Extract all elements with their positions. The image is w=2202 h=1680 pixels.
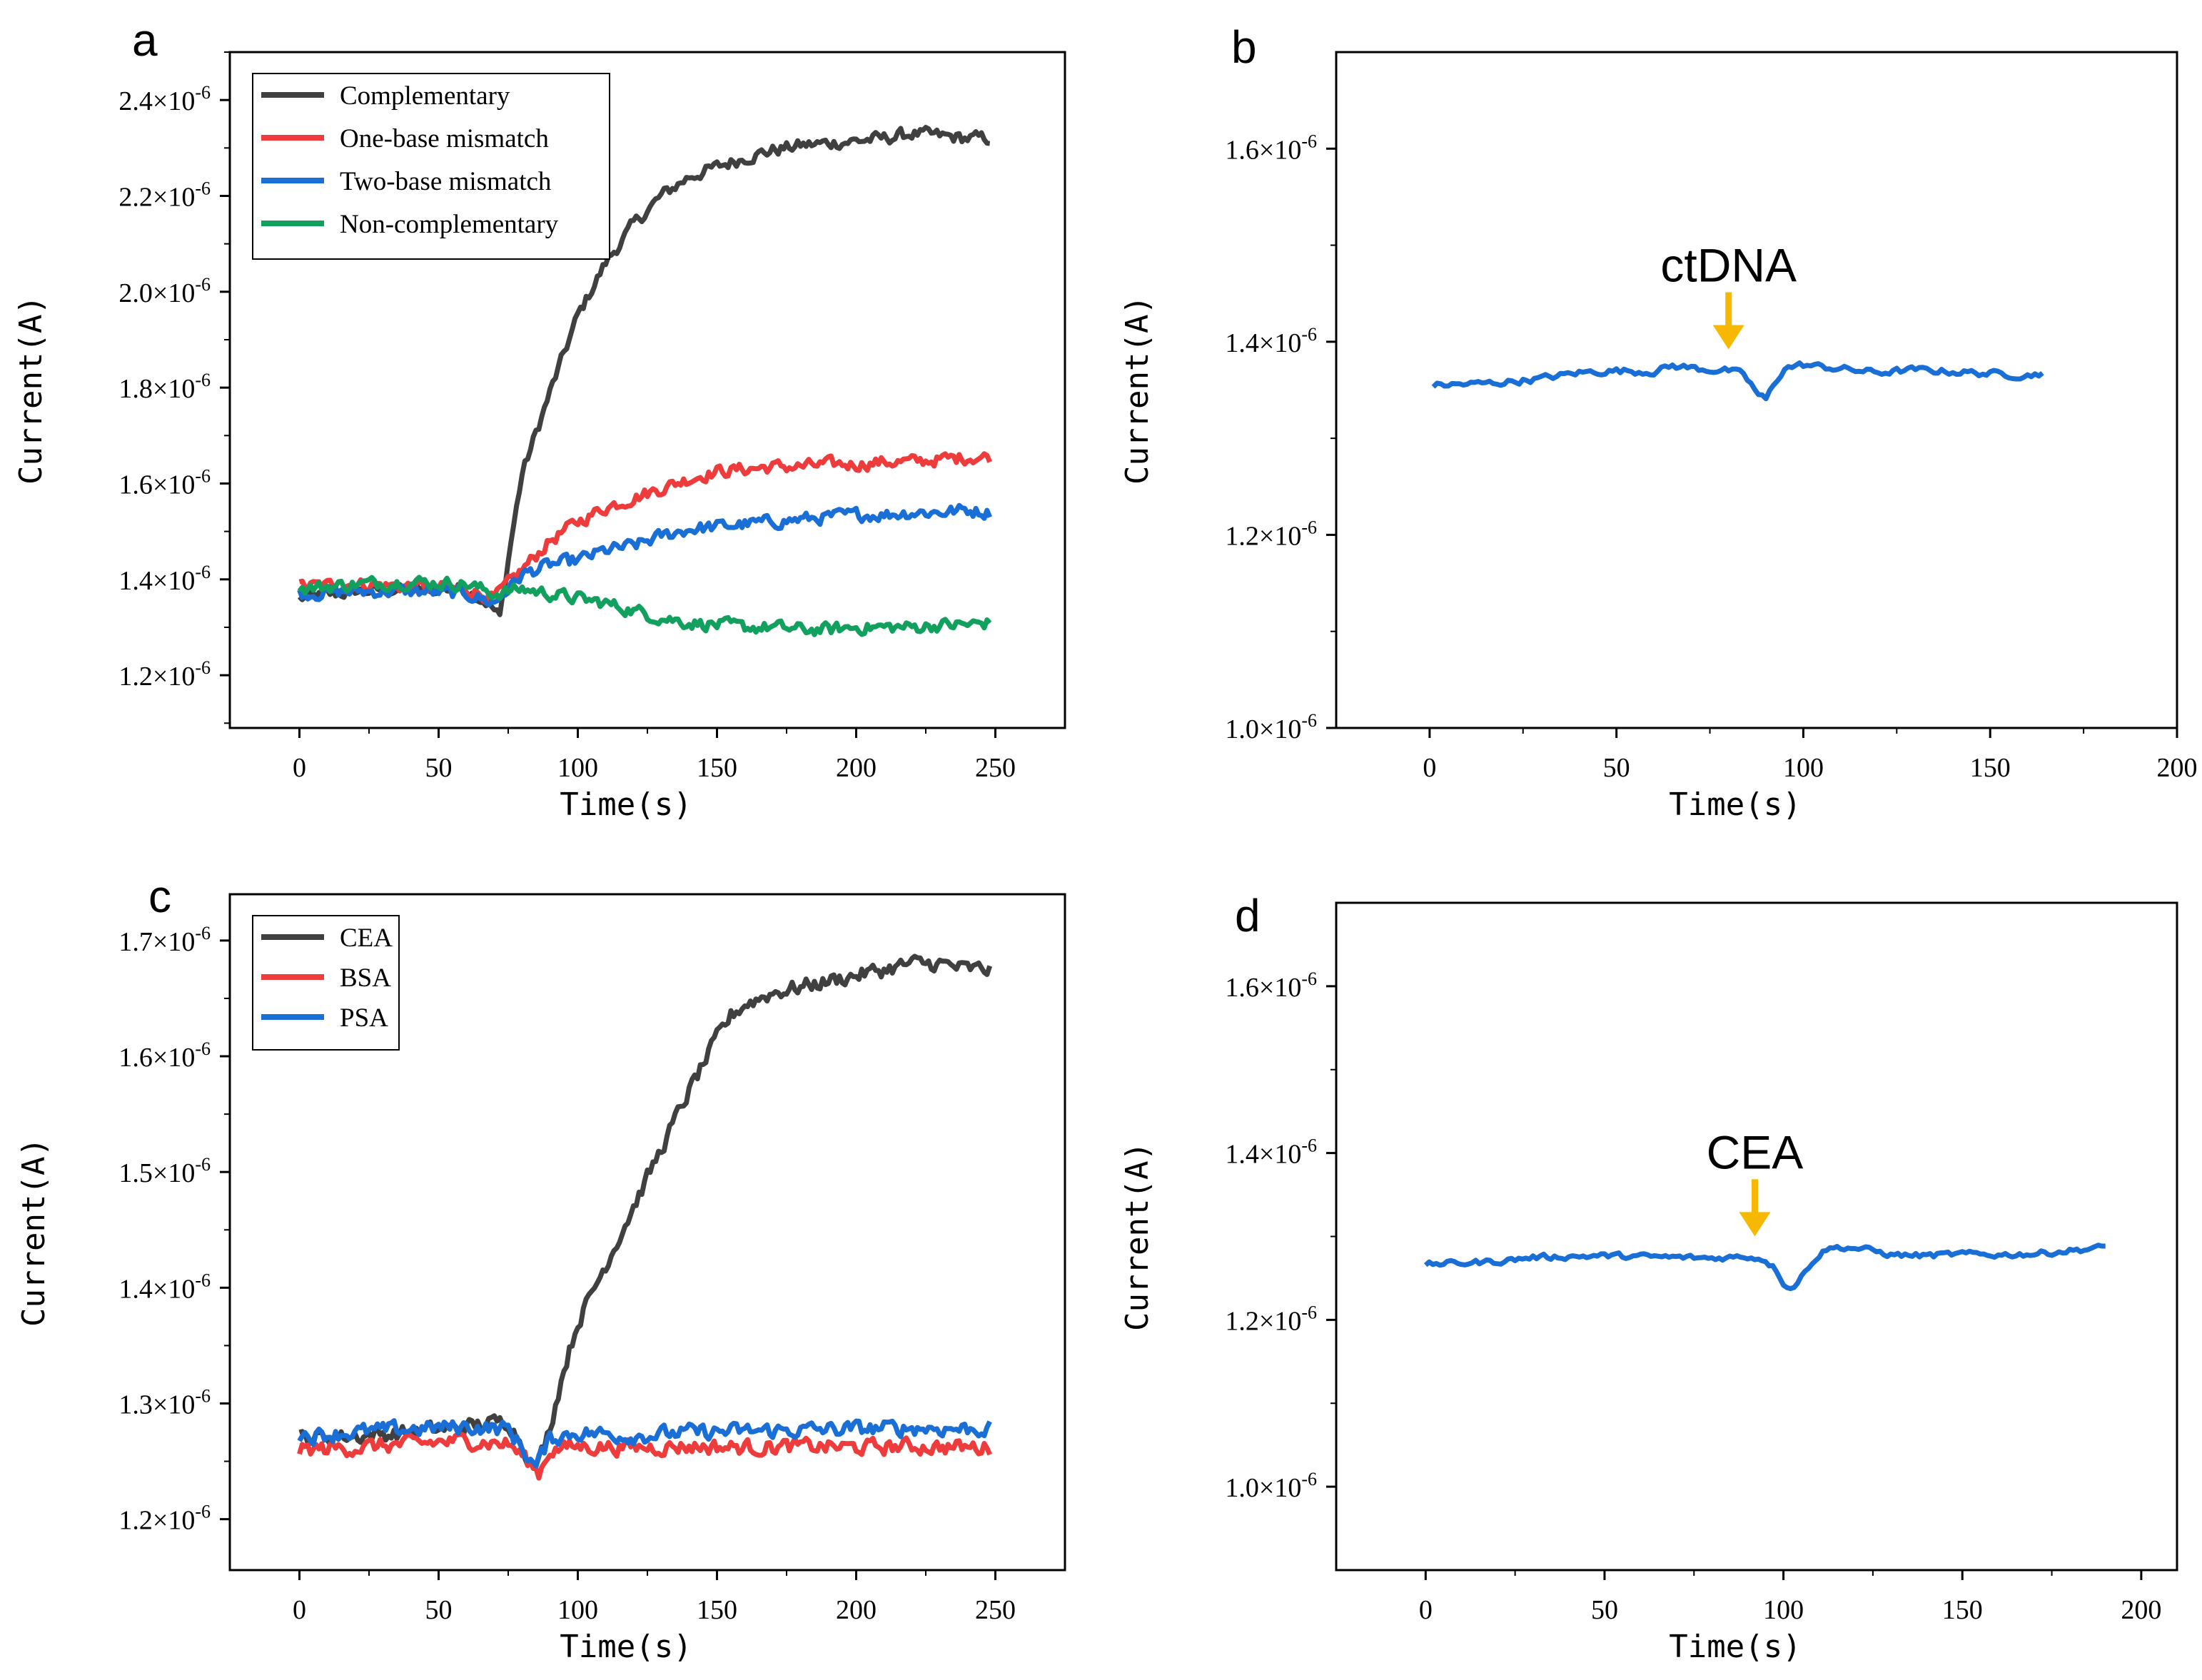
legend-box	[252, 73, 610, 260]
panel-letter-c: c	[148, 871, 171, 922]
x-tick-label: 200	[2121, 1595, 2161, 1625]
x-tick-label: 200	[836, 753, 877, 783]
panel-b: b 0 50 100 150 200 1.0×10-6 1.2×10-6 1.4×10-6 1.6…	[1119, 21, 2198, 823]
x-axis-title: Time(s)	[1669, 786, 1801, 823]
x-tick-label: 100	[1783, 753, 1824, 783]
y-axis-title: Current(A)	[13, 295, 49, 485]
x-tick-label: 200	[836, 1595, 877, 1625]
legend-label: BSA	[340, 963, 391, 993]
series-line-cea	[298, 953, 993, 1469]
x-axis-title: Time(s)	[1669, 1629, 1801, 1665]
legend-label: Complementary	[340, 81, 510, 111]
y-tick-label: 1.8×10-6	[118, 370, 211, 404]
panel-a: a 0 50 100 150 200 250 1.2×10-6 1.4×10-6 1.6×10-6…	[13, 14, 1066, 823]
x-tick-label: 0	[293, 1595, 306, 1625]
x-tick-label: 150	[697, 1595, 737, 1625]
y-tick-label: 1.3×10-6	[118, 1385, 211, 1420]
panel-c: c 0 50 100 150 200 250 1.2×10-6 1.3×10-6 1.4×10-6…	[16, 871, 1066, 1665]
legend-label: Two-base mismatch	[340, 167, 552, 196]
y-tick-label: 1.0×10-6	[1225, 1469, 1317, 1503]
legend-label: One-base mismatch	[340, 124, 549, 153]
y-tick-label: 1.6×10-6	[118, 1038, 211, 1073]
y-tick-label: 1.7×10-6	[118, 923, 211, 957]
y-tick-label: 2.0×10-6	[118, 274, 211, 308]
y-tick-label: 1.6×10-6	[118, 465, 211, 500]
y-tick-label: 1.6×10-6	[1225, 131, 1317, 165]
series-line-signal	[1431, 360, 2044, 402]
legend-label: Non-complementary	[340, 210, 559, 239]
y-axis-title: Current(A)	[16, 1138, 52, 1327]
plot-frame	[1335, 901, 2178, 1572]
y-axis-title: Current(A)	[1119, 295, 1156, 485]
y-tick-label: 1.6×10-6	[1225, 968, 1317, 1003]
x-tick-label: 250	[975, 1595, 1016, 1625]
x-tick-label: 250	[975, 753, 1016, 783]
y-tick-label: 1.0×10-6	[1225, 710, 1317, 744]
x-tick-label: 100	[1763, 1595, 1804, 1625]
y-axis-title: Current(A)	[1119, 1142, 1156, 1331]
annotation-arrow-head	[1739, 1212, 1771, 1237]
x-tick-label: 150	[1970, 753, 2011, 783]
x-tick-label: 150	[697, 753, 737, 783]
x-tick-label: 0	[293, 753, 306, 783]
x-tick-label: 50	[1603, 753, 1630, 783]
y-tick-label: 1.5×10-6	[118, 1154, 211, 1188]
series-line-psa	[297, 1418, 992, 1469]
plot-frame	[1335, 51, 2178, 729]
x-tick-label: 150	[1942, 1595, 1983, 1625]
x-tick-label: 50	[1591, 1595, 1618, 1625]
series-line-two-base-mismatch	[297, 502, 992, 607]
y-tick-label: 1.2×10-6	[118, 657, 211, 692]
y-tick-label: 1.4×10-6	[118, 1270, 211, 1304]
panel-d: d 0 50 100 150 200 1.0×10-6 1.2×10-6 1.4×10-6 1.6…	[1119, 890, 2178, 1665]
y-tick-label: 2.4×10-6	[118, 82, 211, 116]
series-line-signal	[1423, 1243, 2106, 1292]
x-tick-label: 100	[557, 1595, 598, 1625]
series-line-non-complementary	[297, 575, 992, 637]
y-tick-label: 2.2×10-6	[118, 178, 211, 212]
y-tick-label: 1.2×10-6	[118, 1502, 211, 1536]
panel-letter-a: a	[132, 14, 158, 66]
annotation-label: CEA	[1707, 1125, 1804, 1178]
annotation-label: ctDNA	[1660, 238, 1797, 291]
x-axis-title: Time(s)	[560, 786, 692, 823]
panel-letter-d: d	[1235, 890, 1261, 941]
x-axis-title: Time(s)	[560, 1629, 692, 1665]
series-line-one-base-mismatch	[298, 451, 992, 606]
x-tick-label: 50	[425, 753, 453, 783]
y-tick-label: 1.2×10-6	[1225, 517, 1317, 551]
legend-label: PSA	[340, 1003, 388, 1033]
x-tick-label: 100	[557, 753, 598, 783]
y-tick-label: 1.2×10-6	[1225, 1302, 1317, 1336]
x-tick-label: 0	[1419, 1595, 1433, 1625]
x-tick-label: 200	[2157, 753, 2198, 783]
legend-label: CEA	[340, 924, 393, 953]
annotation-arrow-head	[1712, 325, 1744, 350]
y-tick-label: 1.4×10-6	[1225, 1135, 1317, 1170]
y-tick-label: 1.4×10-6	[118, 562, 211, 596]
x-tick-label: 0	[1423, 753, 1436, 783]
panel-letter-b: b	[1231, 21, 1257, 73]
x-tick-label: 50	[425, 1595, 453, 1625]
series-line-bsa	[297, 1432, 992, 1481]
y-tick-label: 1.4×10-6	[1225, 324, 1317, 358]
